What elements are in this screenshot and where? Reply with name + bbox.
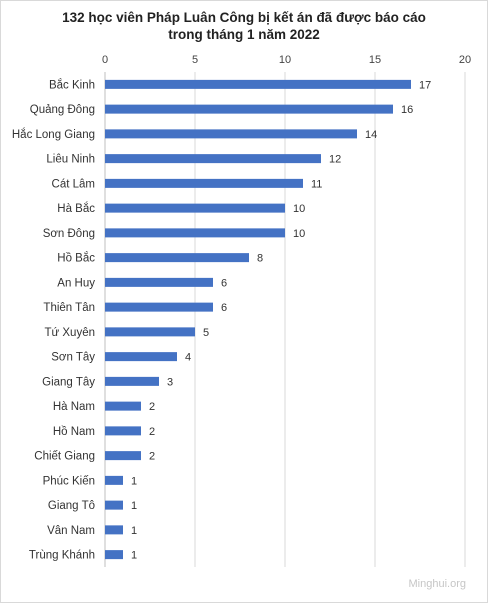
data-label: 4: [185, 352, 191, 364]
bar: [105, 451, 141, 461]
data-label: 1: [131, 475, 137, 487]
category-label: Cát Lâm: [52, 178, 95, 190]
bar: [105, 327, 195, 337]
chart-title: 132 học viên Pháp Luân Công bị kết án đã…: [0, 9, 488, 43]
data-label: 5: [203, 327, 209, 339]
bar: [105, 352, 177, 362]
category-label: Hồ Bắc: [57, 252, 95, 265]
category-label: Hà Bắc: [57, 202, 95, 215]
category-label: An Huy: [57, 277, 95, 289]
bar: [105, 550, 123, 560]
category-label: Quảng Đông: [30, 104, 95, 116]
watermark: Minghui.org: [408, 578, 466, 590]
bar: [105, 228, 285, 238]
bar: [105, 302, 213, 312]
category-label: Phúc Kiến: [43, 475, 95, 487]
bar: [105, 426, 141, 436]
category-label: Tứ Xuyên: [44, 327, 95, 339]
bar: [105, 104, 393, 114]
bar: [105, 401, 141, 411]
x-tick-label: 10: [279, 54, 291, 66]
data-label: 10: [293, 228, 305, 240]
data-label: 11: [311, 178, 322, 190]
category-label: Vân Nam: [47, 525, 95, 537]
data-label: 10: [293, 203, 305, 215]
x-tick-label: 5: [192, 54, 198, 66]
bar: [105, 525, 123, 535]
data-label: 17: [419, 79, 431, 91]
x-tick-label: 20: [459, 54, 471, 66]
category-label: Hà Nam: [53, 401, 95, 413]
bar: [105, 79, 411, 89]
data-label: 12: [329, 154, 341, 166]
bar: [105, 475, 123, 485]
data-label: 2: [149, 426, 155, 438]
data-label: 8: [257, 253, 263, 265]
data-label: 1: [131, 550, 137, 562]
category-label: Giang Tây: [42, 376, 95, 388]
bar: [105, 203, 285, 213]
category-label: Sơn Đông: [43, 228, 95, 240]
data-label: 2: [149, 451, 155, 463]
x-tick-label: 15: [369, 54, 381, 66]
bar: [105, 178, 303, 188]
category-label: Thiên Tân: [43, 302, 95, 314]
bar: [105, 277, 213, 287]
category-label: Hắc Long Giang: [12, 128, 95, 141]
data-label: 6: [221, 302, 227, 314]
bar: [105, 253, 249, 263]
data-label: 14: [365, 129, 377, 141]
bar: [105, 500, 123, 510]
bar: [105, 154, 321, 164]
chart-title-line-1: 132 học viên Pháp Luân Công bị kết án đã…: [62, 10, 426, 25]
data-label: 3: [167, 376, 173, 388]
category-label: Chiết Giang: [34, 451, 95, 463]
x-tick-label: 0: [102, 54, 108, 66]
data-label: 1: [131, 500, 137, 512]
data-label: 6: [221, 277, 227, 289]
category-label: Hồ Nam: [53, 426, 95, 438]
category-label: Liêu Ninh: [46, 154, 95, 166]
bar: [105, 376, 159, 386]
category-label: Sơn Tây: [51, 352, 95, 364]
data-label: 2: [149, 401, 155, 413]
data-label: 16: [401, 104, 413, 116]
data-label: 1: [131, 525, 137, 537]
chart-title-line-2: trong tháng 1 năm 2022: [168, 27, 320, 42]
category-label: Bắc Kinh: [49, 78, 95, 91]
bar: [105, 129, 357, 139]
category-label: Giang Tô: [48, 500, 95, 512]
category-label: Trùng Khánh: [29, 550, 95, 562]
